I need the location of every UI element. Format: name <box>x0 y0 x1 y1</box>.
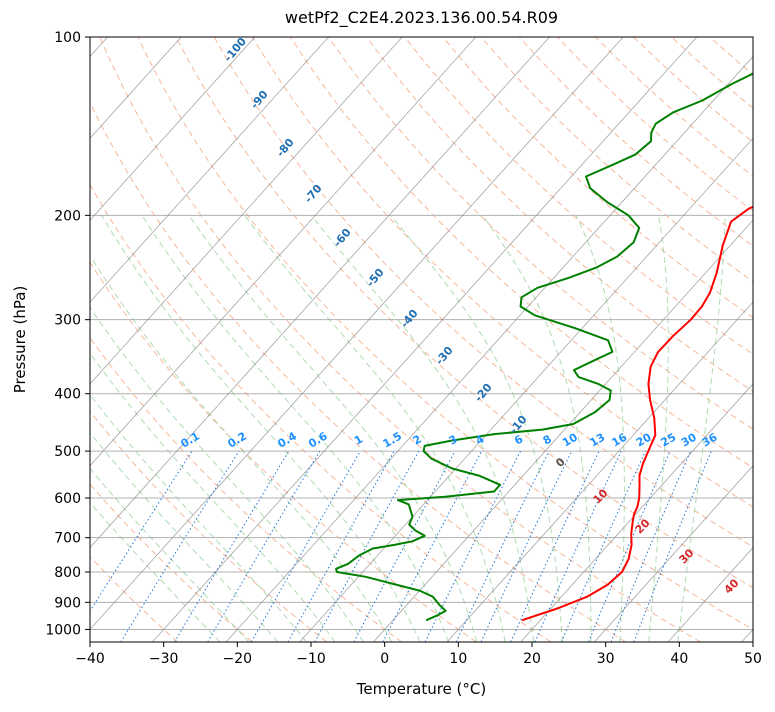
mixing-ratio-label: 0.2 <box>225 430 248 451</box>
mixing-ratio-line <box>288 451 394 642</box>
y-tick-label: 500 <box>54 444 81 460</box>
dry-adiabat-label: -60 <box>331 226 354 250</box>
dry-adiabat <box>252 37 775 642</box>
isotherm <box>5 37 550 642</box>
mixing-ratio-label: 0.4 <box>275 429 299 450</box>
x-tick-label: 30 <box>597 651 615 667</box>
mixing-ratio-label: 8 <box>541 433 554 448</box>
mixing-ratio-line <box>481 451 572 642</box>
isotherm <box>447 37 775 642</box>
moist-adiabat <box>391 215 563 642</box>
moist-adiabat-label: 30 <box>677 546 697 566</box>
mixing-ratio-line <box>589 451 671 642</box>
mixing-ratio-line <box>562 451 646 642</box>
mixing-ratio-line <box>121 451 239 642</box>
isotherm <box>0 37 255 642</box>
mixing-ratio-label: 16 <box>610 430 630 449</box>
mixing-ratio-line <box>71 451 193 642</box>
y-tick-label: 600 <box>54 491 81 507</box>
x-tick-label: −30 <box>149 651 179 667</box>
dry-adiabat <box>290 37 775 642</box>
x-tick-label: −10 <box>296 651 326 667</box>
dry-adiabat <box>0 37 402 642</box>
dry-adiabat <box>519 37 775 642</box>
dry-adiabat <box>0 37 252 642</box>
chart-title: wetPf2_C2E4.2023.136.00.54.R09 <box>90 8 753 27</box>
isotherm <box>300 37 775 642</box>
mixing-ratio-label: 1 <box>352 433 365 448</box>
moist-adiabat <box>35 215 363 642</box>
dry-adiabat-label: -90 <box>248 88 271 112</box>
mixing-ratio-label: 1.5 <box>381 430 404 451</box>
y-tick-label: 100 <box>54 30 81 46</box>
dry-adiabat-label: -80 <box>274 136 297 160</box>
isotherm <box>0 37 402 642</box>
dry-adiabat <box>557 37 775 642</box>
isotherm <box>0 37 329 642</box>
mixing-ratio-line <box>175 451 289 642</box>
isotherm <box>79 37 624 642</box>
dry-adiabat <box>329 37 775 642</box>
moist-adiabat <box>0 215 278 642</box>
moist-adiabat-label: 0 <box>553 455 568 470</box>
moist-adiabat <box>67 215 392 642</box>
y-tick-label: 700 <box>54 531 81 547</box>
y-tick-label: 800 <box>54 565 81 581</box>
mixing-ratio-label: 13 <box>587 431 607 450</box>
isotherm <box>0 37 476 642</box>
y-tick-label: 400 <box>54 387 81 403</box>
y-tick-label: 300 <box>54 313 81 329</box>
dry-adiabat <box>367 37 775 642</box>
mixing-ratio-label: 25 <box>658 431 678 450</box>
y-tick-label: 1000 <box>45 622 81 638</box>
isotherm <box>373 37 775 642</box>
x-tick-label: 0 <box>380 651 389 667</box>
moist-adiabat <box>678 215 725 642</box>
moist-adiabat-label: 10 <box>591 486 611 506</box>
mixing-ratio-label: 36 <box>700 430 720 449</box>
x-tick-label: 10 <box>449 651 467 667</box>
dry-adiabat <box>100 37 701 642</box>
x-axis-label: Temperature (°C) <box>356 680 486 698</box>
mixing-ratio-label: 10 <box>560 430 580 449</box>
x-tick-label: −40 <box>75 651 105 667</box>
background-lines <box>0 37 775 642</box>
moist-adiabat <box>576 215 624 642</box>
moist-adiabat <box>0 215 307 642</box>
dry-adiabat-label: -50 <box>364 266 387 290</box>
mixing-ratio-label: 0.6 <box>306 429 330 450</box>
mixing-ratio-label: 0.1 <box>179 430 202 451</box>
y-axis-label: Pressure (hPa) <box>11 286 29 394</box>
x-tick-label: 20 <box>523 651 541 667</box>
moist-adiabat <box>189 215 477 642</box>
dry-adiabat-label: -70 <box>302 182 325 206</box>
dry-adiabat-label: -100 <box>221 35 249 65</box>
dewpoint-line <box>336 37 775 620</box>
moist-adiabat-label: 20 <box>633 516 653 536</box>
y-tick-label: 200 <box>54 208 81 224</box>
profile-lines <box>336 37 775 620</box>
isotherm <box>521 37 775 642</box>
dry-adiabat-label: -40 <box>398 307 421 331</box>
y-tick-label: 900 <box>54 595 81 611</box>
x-tick-label: 40 <box>670 651 688 667</box>
dry-adiabat-label: -20 <box>472 381 495 405</box>
isotherm <box>742 37 775 642</box>
mixing-ratio-line <box>315 451 419 642</box>
dry-adiabat <box>0 37 476 642</box>
x-tick-label: 50 <box>744 651 762 667</box>
mixing-ratio-line <box>634 451 712 642</box>
moist-adiabat <box>0 215 249 642</box>
x-tick-label: −20 <box>223 651 253 667</box>
dry-adiabat-label: -30 <box>433 344 456 368</box>
temperature-line <box>522 37 775 620</box>
mixing-ratio-line <box>456 451 549 642</box>
mixing-ratio-line <box>535 451 621 642</box>
